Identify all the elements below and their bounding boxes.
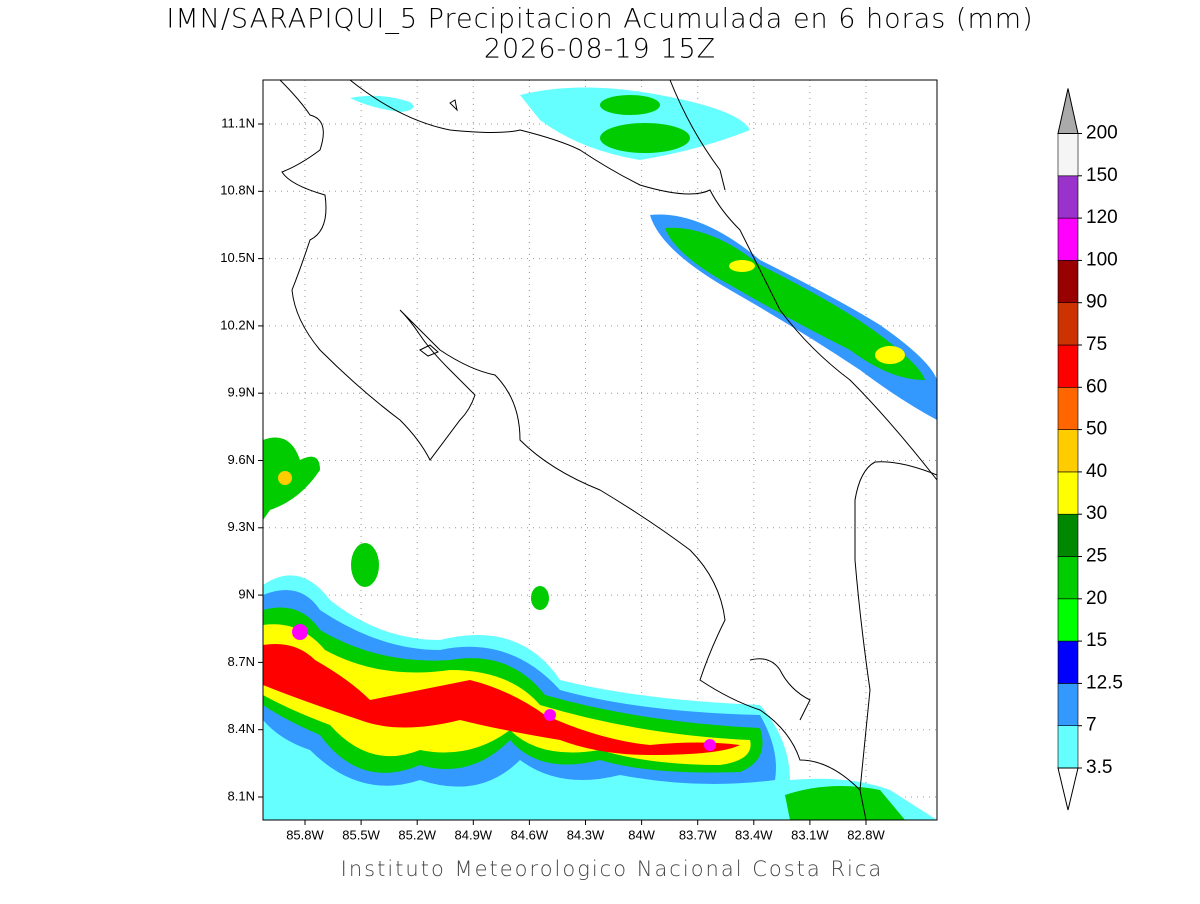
- colorbar-label: 75: [1086, 334, 1107, 355]
- footer: Instituto Meteorologico Nacional Costa R…: [341, 857, 884, 881]
- colorbar-label: 60: [1086, 376, 1107, 397]
- colorbar-label: 20: [1086, 588, 1107, 609]
- coastline: [419, 344, 439, 357]
- rain-area: [351, 543, 379, 587]
- colorbar-segment: [1057, 640, 1079, 684]
- colorbar: 3.5 7 12.5 15 20 25 30 40 50 60 75 90 100 120 150 200: [1057, 88, 1123, 811]
- colorbar-label: 90: [1086, 292, 1107, 313]
- rain-core: [704, 739, 716, 751]
- lon-label: 83.7W: [679, 827, 717, 842]
- colorbar-segment: [1057, 175, 1079, 219]
- rain-area: [350, 95, 414, 112]
- colorbar-segment: [1057, 217, 1079, 261]
- lat-label: 10.8N: [220, 183, 255, 198]
- lon-label: 85.8W: [286, 827, 324, 842]
- rain-area: [875, 346, 905, 364]
- lat-label: 8.1N: [228, 788, 255, 803]
- lat-label: 10.2N: [220, 317, 255, 332]
- colorbar-segment: [1057, 725, 1079, 769]
- lat-label: 8.4N: [228, 721, 255, 736]
- colorbar-segment: [1057, 556, 1079, 600]
- rain-area: [600, 95, 660, 115]
- rain-area: [531, 586, 549, 610]
- colorbar-segment: [1057, 260, 1079, 303]
- lat-label: 9.6N: [228, 452, 255, 467]
- colorbar-segment: [1057, 386, 1079, 430]
- lon-label: 85.2W: [398, 827, 436, 842]
- lon-label: 83.4W: [735, 827, 773, 842]
- rain-core: [544, 709, 556, 721]
- lat-label: 10.5N: [220, 250, 255, 265]
- colorbar-label: 30: [1086, 503, 1107, 524]
- lon-label: 84.9W: [455, 827, 493, 842]
- colorbar-label: 7: [1086, 715, 1097, 736]
- colorbar-over: [1057, 88, 1079, 134]
- colorbar-segment: [1057, 471, 1079, 515]
- colorbar-segment: [1057, 133, 1079, 177]
- map-frame: [262, 79, 938, 821]
- rain-area: [729, 260, 755, 272]
- colorbar-label: 15: [1086, 630, 1107, 651]
- colorbar-label: 3.5: [1086, 757, 1112, 778]
- colorbar-segment: [1057, 429, 1079, 473]
- lat-label: 9N: [238, 587, 255, 602]
- colorbar-segment: [1057, 344, 1079, 388]
- lon-label: 82.8W: [847, 827, 885, 842]
- lat-label: 11.1N: [221, 115, 255, 130]
- border: [669, 80, 726, 191]
- rain-core: [292, 624, 308, 640]
- colorbar-label: 40: [1086, 461, 1107, 482]
- coastline: [349, 80, 937, 481]
- lon-label: 84.6W: [511, 827, 549, 842]
- colorbar-segment: [1057, 683, 1079, 727]
- colorbar-under: [1057, 767, 1079, 811]
- colorbar-label: 12.5: [1086, 672, 1123, 693]
- colorbar-label: 50: [1086, 419, 1107, 440]
- colorbar-label: 100: [1086, 249, 1118, 270]
- rain-area: [278, 471, 292, 485]
- axis-ticks: 85.8W 85.5W 85.2W 84.9W 84.6W 84.3W 84W 83.7W 83…: [220, 115, 885, 842]
- colorbar-segment: [1057, 513, 1079, 557]
- lon-label: 85.5W: [342, 827, 380, 842]
- colorbar-label: 150: [1086, 165, 1118, 186]
- title: IMN/SARAPIQUI_5 Precipitacion Acumulada …: [166, 4, 1033, 35]
- colorbar-segment: [1057, 598, 1079, 642]
- colorbar-label: 200: [1086, 123, 1118, 144]
- lon-label: 84W: [628, 827, 655, 842]
- lat-label: 9.3N: [228, 519, 255, 534]
- rain-area: [263, 644, 740, 755]
- lat-label: 8.7N: [228, 654, 255, 669]
- subtitle: 2026-08-19 15Z: [484, 34, 716, 65]
- coastline: [749, 658, 811, 721]
- precipitation: [263, 80, 937, 820]
- lon-label: 84.3W: [567, 827, 605, 842]
- rain-area: [785, 786, 905, 820]
- colorbar-segment: [1057, 302, 1079, 346]
- colorbar-label: 120: [1086, 207, 1118, 228]
- lon-label: 83.1W: [791, 827, 829, 842]
- border: [854, 461, 937, 791]
- lat-label: 9.9N: [228, 385, 255, 400]
- coastline: [449, 99, 458, 112]
- rain-area: [600, 123, 690, 153]
- colorbar-label: 25: [1086, 546, 1107, 567]
